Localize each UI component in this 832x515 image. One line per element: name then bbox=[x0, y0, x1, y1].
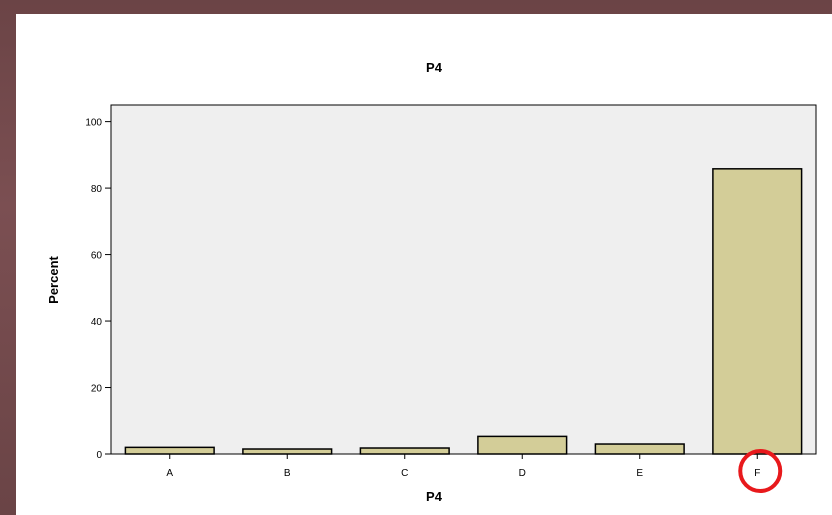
chart-title: P4 bbox=[426, 60, 443, 75]
x-axis-label: P4 bbox=[426, 489, 443, 504]
bar-e bbox=[594, 443, 685, 455]
x-tick-label-f: F bbox=[754, 468, 760, 479]
bar-d bbox=[477, 435, 568, 455]
x-tick-label-b: B bbox=[284, 468, 291, 479]
highlight-circle bbox=[738, 449, 783, 493]
x-tick-label-e: E bbox=[636, 468, 643, 479]
x-tick-label-a: A bbox=[166, 468, 173, 479]
y-tick-label: 60 bbox=[91, 251, 103, 262]
y-axis: 0 20 40 60 80 100 bbox=[85, 118, 111, 461]
x-axis: A B C D E F bbox=[166, 454, 760, 479]
bar-c bbox=[359, 447, 450, 455]
x-tick-label-d: D bbox=[519, 468, 526, 479]
y-tick-label: 0 bbox=[96, 450, 102, 461]
bar-a bbox=[124, 446, 215, 455]
bar-f bbox=[712, 168, 803, 455]
y-tick-label: 20 bbox=[91, 384, 103, 395]
x-tick-label-c: C bbox=[401, 468, 408, 479]
bar-b bbox=[242, 448, 333, 455]
y-tick-label: 40 bbox=[91, 317, 103, 328]
y-tick-label: 100 bbox=[85, 118, 102, 129]
y-tick-label: 80 bbox=[91, 184, 103, 195]
bar-series bbox=[124, 168, 803, 455]
y-axis-label: Percent bbox=[46, 255, 61, 303]
plot-area bbox=[110, 104, 817, 455]
